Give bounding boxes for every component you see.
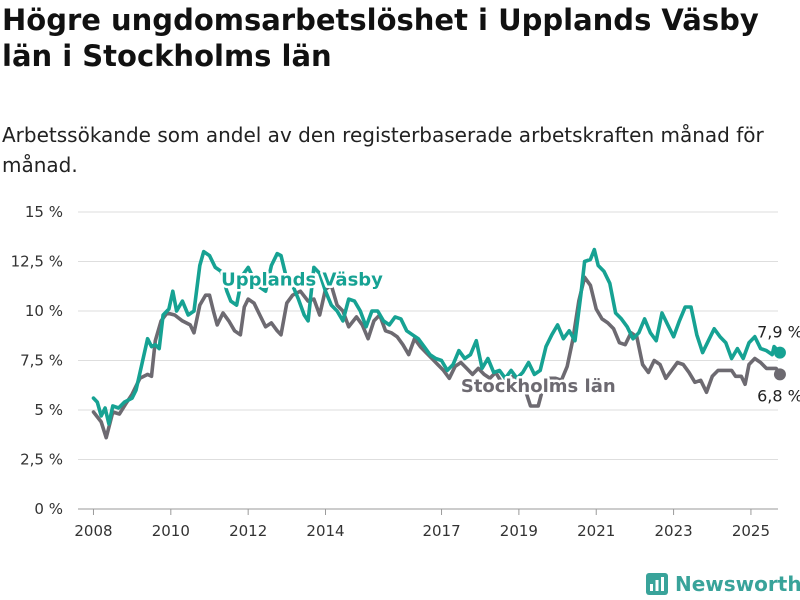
series-end-label: 7,9 % [757,323,800,342]
series-end-label: 6,8 % [757,386,800,405]
y-tick-label: 7,5 % [20,352,63,370]
series-name-label: Upplands Väsby [221,269,383,290]
x-tick-label: 2023 [654,522,692,540]
series-line [91,275,782,440]
x-tick-label: 2010 [152,522,190,540]
y-tick-label: 2,5 % [20,451,63,469]
series-end-point [773,346,786,359]
brand-name: Newsworthy [675,572,800,596]
newsworthy-logo-icon [646,573,668,595]
x-tick-label: 2012 [229,522,267,540]
x-tick-label: 2014 [306,522,344,540]
y-tick-label: 0 % [34,500,63,518]
series-name-label: Stockholms län [461,376,616,397]
series-end-point [773,368,786,381]
x-tick-label: 2017 [422,522,460,540]
page-title: Högre ungdomsarbetslöshet i Upplands Väs… [2,3,759,73]
brand-logo: Newsworthy [646,570,800,598]
x-tick-label: 2008 [74,522,112,540]
y-tick-label: 12,5 % [11,253,63,271]
x-tick-label: 2025 [732,522,770,540]
y-tick-label: 15 % [25,203,63,221]
x-tick-label: 2021 [577,522,615,540]
x-tick-label: 2019 [500,522,538,540]
chart-subtitle: Arbetssökande som andel av den registerb… [2,123,764,177]
y-tick-label: 5 % [34,401,63,419]
series-line [91,247,782,426]
y-tick-label: 10 % [25,302,63,320]
